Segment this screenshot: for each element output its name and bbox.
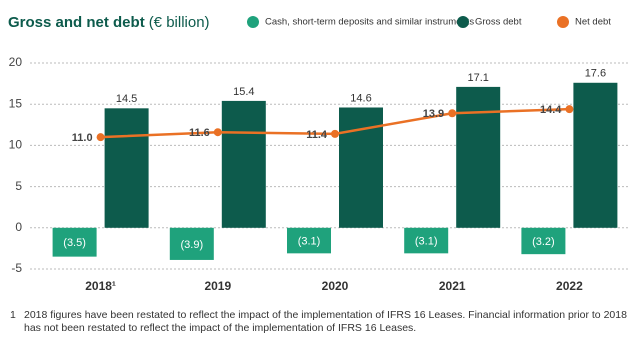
x-tick-label: 2022	[556, 279, 583, 293]
value-label: 17.1	[467, 72, 488, 84]
legend-marker	[457, 16, 469, 28]
value-label: 11.4	[306, 129, 328, 141]
legend-label: Cash, short-term deposits and similar in…	[265, 17, 474, 28]
value-label: 15.4	[233, 86, 254, 98]
legend-label: Net debt	[575, 17, 611, 28]
bar	[456, 86, 501, 228]
line-point	[448, 109, 457, 118]
value-label: 13.9	[423, 108, 444, 120]
chart-title: Gross and net debt (€ billion)	[8, 14, 210, 31]
legend-marker	[247, 16, 259, 28]
x-tick-label: 2018¹	[85, 279, 116, 293]
value-label: (3.1)	[415, 235, 438, 247]
bar	[521, 227, 566, 255]
y-tick-label: -5	[11, 261, 22, 275]
title: Gross and net debt	[8, 14, 145, 31]
x-tick-label: 2019	[204, 279, 231, 293]
line-point	[96, 133, 105, 142]
y-tick-label: 0	[15, 220, 22, 234]
bar	[287, 227, 331, 254]
bar	[52, 227, 97, 257]
y-tick-label: 10	[9, 138, 23, 152]
value-label: 11.0	[72, 132, 93, 144]
value-label: 11.6	[189, 127, 210, 139]
y-tick-label: 15	[9, 96, 23, 110]
value-label: (3.2)	[532, 236, 555, 248]
bar	[573, 82, 618, 228]
value-label: 14.5	[116, 93, 137, 105]
footnote-text: 2018 figures have been restated to refle…	[24, 309, 627, 334]
value-label: 17.6	[585, 68, 606, 80]
x-tick-label: 2020	[322, 279, 349, 293]
legend-label: Gross debt	[475, 17, 522, 28]
x-tick-label: 2021	[439, 279, 466, 293]
chart: Gross and net debt (€ billion) -5 0 5 10 15 20…	[8, 14, 630, 293]
y-tick-label: 5	[15, 179, 22, 193]
bar	[404, 227, 449, 254]
footnote: 1 2018 figures have been restated to refl…	[10, 309, 630, 335]
value-label: (3.1)	[298, 235, 321, 247]
bar	[169, 227, 214, 260]
line-point	[331, 129, 339, 138]
line-point	[213, 128, 222, 137]
value-label: (3.5)	[63, 237, 86, 249]
value-label: (3.9)	[180, 239, 203, 251]
footnote-marker: 1	[10, 309, 16, 321]
bar	[104, 108, 149, 228]
subtitle: (€ billion)	[149, 14, 210, 31]
line-point	[565, 105, 574, 114]
bar	[221, 100, 266, 228]
value-label: 14.6	[350, 92, 371, 104]
legend-marker	[557, 16, 569, 28]
value-label: 14.4	[540, 104, 562, 116]
y-tick-label: 20	[9, 55, 23, 69]
